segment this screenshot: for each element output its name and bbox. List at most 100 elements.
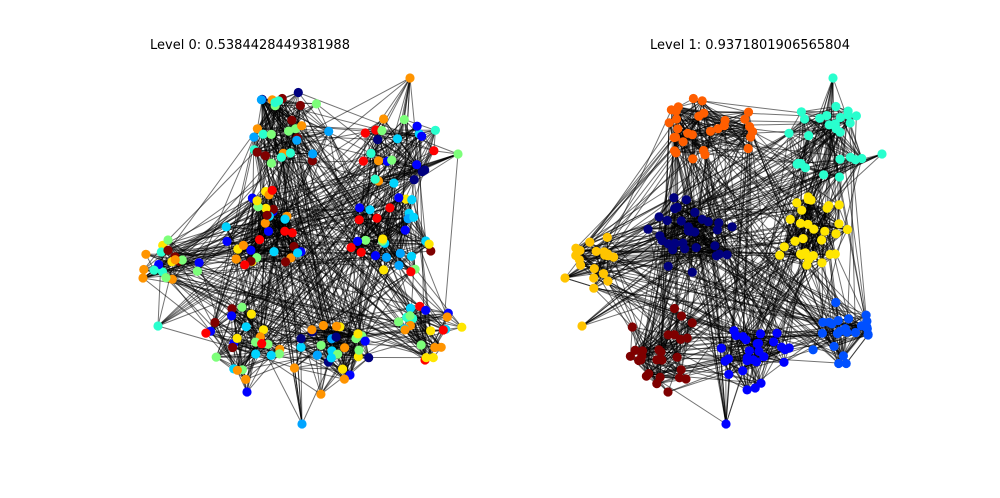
graph-node (683, 226, 693, 236)
graph-node (257, 339, 267, 349)
graph-edge (821, 204, 840, 263)
graph-edge (658, 202, 798, 351)
graph-node (394, 260, 404, 270)
graph-edge (268, 194, 293, 234)
graph-node (672, 352, 682, 362)
graph-node (775, 250, 785, 260)
graph-node (609, 252, 619, 262)
graph-edge (299, 105, 314, 155)
graph-node (657, 235, 667, 246)
graph-node (242, 387, 252, 397)
graph-node (599, 247, 609, 257)
graph-edge (442, 153, 459, 331)
graph-node (227, 311, 237, 321)
graph-edge (409, 77, 427, 242)
graph-node (379, 265, 389, 275)
graph-edge (271, 190, 286, 262)
graph-edge (294, 367, 345, 380)
graph-node (835, 112, 845, 123)
graph-edge (756, 255, 814, 344)
graph-edge (162, 153, 459, 246)
graph-node (664, 118, 674, 128)
graph-edge (358, 219, 384, 240)
graph-node (161, 273, 171, 283)
graph-node (262, 210, 272, 220)
graph-node (792, 198, 802, 208)
graph-node (385, 203, 395, 213)
graph-node (353, 236, 363, 246)
graph-edge (676, 110, 749, 113)
graph-edge (241, 306, 264, 331)
graph-node (355, 203, 365, 213)
graph-node (743, 107, 754, 117)
graph-node (668, 245, 678, 255)
graph-edge (674, 153, 883, 210)
graph-edge (833, 333, 869, 347)
graph-node (370, 251, 381, 261)
graph-node (289, 363, 299, 373)
graph-edge (260, 99, 339, 355)
graph-node (318, 320, 328, 331)
graph-edge (579, 153, 883, 261)
graph-edge (575, 111, 749, 256)
graph-node (643, 224, 653, 234)
graph-node (280, 226, 290, 236)
graph-edge (593, 135, 809, 279)
graph-node (625, 351, 635, 361)
graph-node (377, 125, 387, 136)
graph-node (389, 178, 399, 188)
graph-edge (261, 99, 383, 131)
graph-node (366, 148, 376, 158)
network-graph-level-1 (560, 73, 887, 429)
graph-edge (419, 306, 422, 346)
graph-node (395, 248, 405, 258)
graph-node (669, 303, 680, 314)
graph-edge (316, 354, 345, 380)
graph-node (808, 251, 818, 261)
graph-edge (589, 241, 604, 274)
graph-node (710, 241, 720, 251)
graph-node (412, 160, 422, 170)
graph-node (228, 342, 238, 353)
graph-node (670, 132, 681, 142)
graph-node (834, 358, 844, 369)
graph-edge (167, 239, 366, 251)
graph-node (769, 337, 779, 347)
graph-node (671, 106, 681, 116)
graph-edge (721, 347, 750, 352)
graph-node (365, 205, 375, 215)
graph-edge (575, 216, 660, 256)
graph-node (744, 346, 754, 356)
graph-node (381, 252, 392, 262)
graph-node (784, 128, 794, 138)
graph-node (316, 340, 326, 350)
graph-node (274, 96, 284, 106)
graph-edge (174, 153, 459, 258)
graph-edge (293, 367, 303, 425)
graph-node (676, 216, 686, 226)
graph-node (417, 131, 427, 141)
graph-node (687, 318, 697, 328)
graph-edge (788, 133, 798, 203)
graph-node (804, 131, 814, 141)
graph-node (287, 115, 297, 125)
graph-edge (638, 360, 680, 379)
graph-node (211, 352, 221, 362)
graph-node (149, 265, 159, 275)
graph-node (274, 349, 284, 359)
graph-node (742, 385, 752, 395)
graph-edge (593, 153, 883, 289)
graph-node (740, 114, 750, 124)
graph-node (194, 258, 204, 268)
graph-edge (720, 347, 748, 391)
graph-node (407, 195, 417, 205)
graph-node (221, 222, 231, 232)
graph-edge (821, 262, 824, 323)
graph-node (834, 219, 844, 229)
graph-node (817, 328, 827, 338)
graph-edge (847, 229, 868, 328)
graph-node (652, 355, 662, 365)
graph-node (835, 127, 845, 137)
graph-edge (676, 132, 790, 208)
graph-node (820, 226, 830, 236)
